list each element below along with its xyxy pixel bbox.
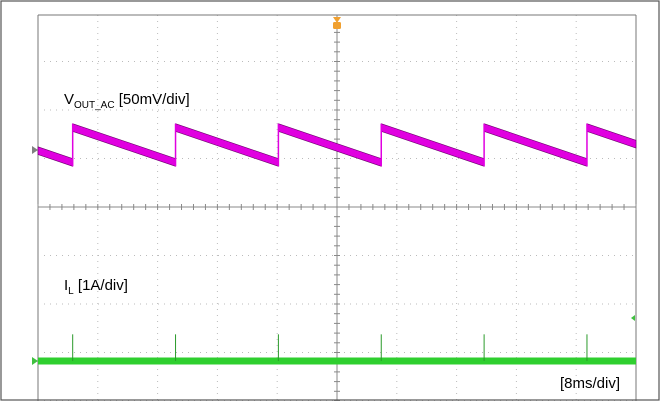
vout-ground-marker <box>32 146 38 154</box>
il-channel-label: IL [1A/div] <box>64 277 128 297</box>
il-ground-marker <box>32 357 38 365</box>
waveforms <box>32 17 637 365</box>
il-trace-band <box>38 357 636 365</box>
trigger-marker-body <box>333 22 341 29</box>
time-scale-label: [8ms/div] <box>560 375 620 392</box>
vout-channel-label: VOUT_AC [50mV/div] <box>64 91 190 111</box>
trigger-marker <box>333 17 341 23</box>
graticule <box>37 14 637 401</box>
il-right-level-marker <box>631 315 635 321</box>
